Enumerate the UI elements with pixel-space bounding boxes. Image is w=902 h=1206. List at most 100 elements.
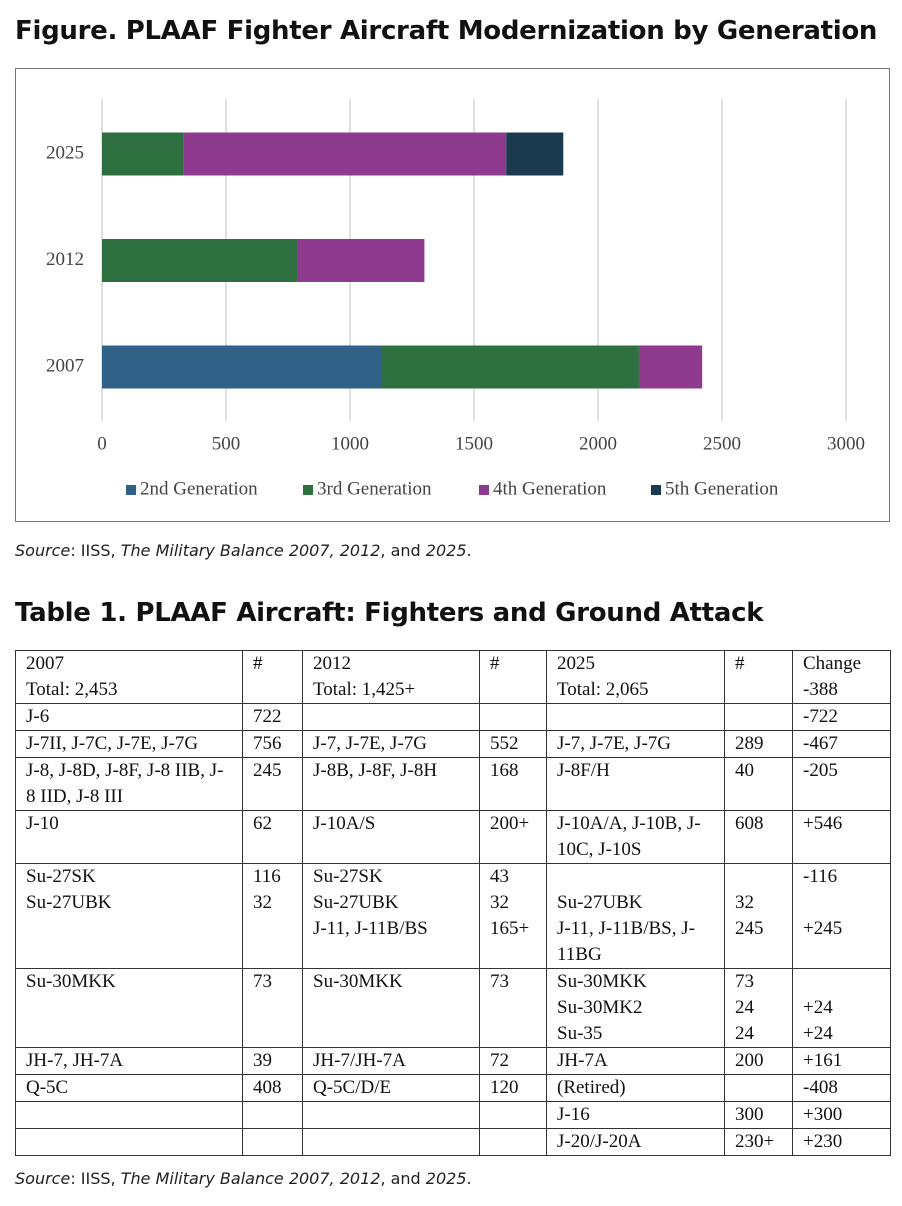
table-cell: Su-27SK Su-27UBK J-11, J-11B/BS — [302, 863, 480, 969]
legend-swatch — [126, 485, 136, 495]
table-cell: J-16 — [546, 1101, 725, 1129]
table-cell: -722 — [792, 703, 891, 731]
table-row: J-7II, J-7C, J-7E, J-7G 756 J-7, J-7E, J-7… — [15, 730, 891, 758]
table-cell: # — [479, 650, 547, 704]
source-part: Source — [15, 541, 71, 560]
table-cell: 168 — [479, 757, 547, 811]
table-row: Q-5C 408 Q-5C/D/E 120 (Retired) -408 — [15, 1074, 891, 1102]
table-cell — [15, 1128, 243, 1156]
table-cell: 2007 Total: 2,453 — [15, 650, 243, 704]
table-cell: 200 — [724, 1047, 793, 1075]
figure-title: Figure. PLAAF Fighter Aircraft Moderniza… — [15, 16, 878, 46]
table-cell: # — [724, 650, 793, 704]
x-tick-label: 2500 — [703, 433, 741, 454]
table-cell: 73 — [479, 968, 547, 1048]
source-part: Source — [15, 1169, 71, 1188]
table-cell: 73 24 24 — [724, 968, 793, 1048]
table-cell — [479, 1128, 547, 1156]
table-cell: Su-30MKK — [302, 968, 480, 1048]
table-cell: Su-30MKK Su-30MK2 Su-35 — [546, 968, 725, 1048]
table-cell — [242, 1128, 303, 1156]
source-part: , and — [380, 541, 426, 560]
table-cell — [302, 1128, 480, 1156]
table-row: J-8, J-8D, J-8F, J-8 IIB, J-8 IID, J-8 I… — [15, 757, 891, 811]
table-cell: J-6 — [15, 703, 243, 731]
table-cell — [479, 1101, 547, 1129]
table-cell: JH-7A — [546, 1047, 725, 1075]
table-cell: 300 — [724, 1101, 793, 1129]
table-cell: +300 — [792, 1101, 891, 1129]
table-cell: 32 245 — [724, 863, 793, 969]
table-cell: 552 — [479, 730, 547, 758]
table-cell — [302, 703, 480, 731]
legend-label: 3rd Generation — [317, 478, 432, 499]
x-tick-label: 2000 — [579, 433, 617, 454]
table-cell — [546, 703, 725, 731]
bar-segment — [297, 239, 425, 282]
bar-segment — [102, 239, 298, 282]
table-row: 2007 Total: 2,453 #2012 Total: 1,425+ #202… — [15, 650, 891, 704]
source-part: : IISS, — [70, 1169, 121, 1188]
source-part: The Military Balance 2007, 2012 — [120, 541, 381, 560]
x-tick-label: 3000 — [827, 433, 865, 454]
table-cell: -205 — [792, 757, 891, 811]
table-cell: J-8F/H — [546, 757, 725, 811]
source-part: : IISS, — [70, 541, 121, 560]
table-cell: JH-7, JH-7A — [15, 1047, 243, 1075]
source-note: Source: IISS, The Military Balance 2007,… — [15, 1169, 472, 1188]
table-row: J-6 722 -722 — [15, 703, 891, 731]
chart: 0 500 1000 1500 2000 2500 3000 2007 2012 2025 2nd … — [46, 99, 865, 499]
y-tick-label: 2007 — [46, 355, 84, 376]
table-cell: J-10A/A, J-10B, J-10C, J-10S — [546, 810, 725, 864]
source-part: . — [466, 1169, 472, 1188]
legend-label: 4th Generation — [493, 478, 607, 499]
table-row: J-20/J-20A 230+ +230 — [15, 1128, 891, 1156]
source-part: 2025 — [425, 1169, 467, 1188]
table-cell: 73 — [242, 968, 303, 1048]
table-cell: 62 — [242, 810, 303, 864]
y-tick-label: 2025 — [46, 142, 84, 163]
table-cell: Su-27SK Su-27UBK — [15, 863, 243, 969]
source-part: . — [466, 541, 472, 560]
table-cell: J-7, J-7E, J-7G — [546, 730, 725, 758]
aircraft-table: 2007 Total: 2,453 #2012 Total: 1,425+ #202… — [15, 650, 891, 1156]
table-cell: J-8B, J-8F, J-8H — [302, 757, 480, 811]
table-cell: +24 +24 — [792, 968, 891, 1048]
table-cell: +230 — [792, 1128, 891, 1156]
table-cell: J-7, J-7E, J-7G — [302, 730, 480, 758]
table-row: Su-27SK Su-27UBK 116 32 Su-27SK Su-27UBK J… — [15, 863, 891, 969]
table-title: Table 1. PLAAF Aircraft: Fighters and Gr… — [15, 598, 764, 628]
table-cell: 43 32 165+ — [479, 863, 547, 969]
table-cell: Su-27UBK J-11, J-11B/BS, J-11BG — [546, 863, 725, 969]
table-cell: 72 — [479, 1047, 547, 1075]
y-tick-label: 2012 — [46, 249, 84, 270]
table-cell: 608 — [724, 810, 793, 864]
table-cell: J-10A/S — [302, 810, 480, 864]
table-cell: J-20/J-20A — [546, 1128, 725, 1156]
table-cell: 289 — [724, 730, 793, 758]
source-part: , and — [380, 1169, 426, 1188]
table-cell: J-7II, J-7C, J-7E, J-7G — [15, 730, 243, 758]
table-row: J-16 300 +300 — [15, 1101, 891, 1129]
table-cell: 722 — [242, 703, 303, 731]
table-cell: +546 — [792, 810, 891, 864]
table-cell — [15, 1101, 243, 1129]
legend-swatch — [479, 485, 489, 495]
x-tick-label: 1000 — [331, 433, 369, 454]
table-cell: J-8, J-8D, J-8F, J-8 IIB, J-8 IID, J-8 I… — [15, 757, 243, 811]
table-cell: 2025 Total: 2,065 — [546, 650, 725, 704]
table-cell: # — [242, 650, 303, 704]
table-row: JH-7, JH-7A 39 JH-7/JH-7A 72 JH-7A 200 +161 — [15, 1047, 891, 1075]
table-cell: -467 — [792, 730, 891, 758]
table-cell: 2012 Total: 1,425+ — [302, 650, 480, 704]
table-cell — [479, 703, 547, 731]
table-cell: Change -388 — [792, 650, 891, 704]
table-cell: Q-5C — [15, 1074, 243, 1102]
source-note: Source: IISS, The Military Balance 2007,… — [15, 541, 472, 560]
table-cell: J-10 — [15, 810, 243, 864]
table-cell: (Retired) — [546, 1074, 725, 1102]
table-cell — [242, 1101, 303, 1129]
legend-swatch — [651, 485, 661, 495]
table-cell: 245 — [242, 757, 303, 811]
